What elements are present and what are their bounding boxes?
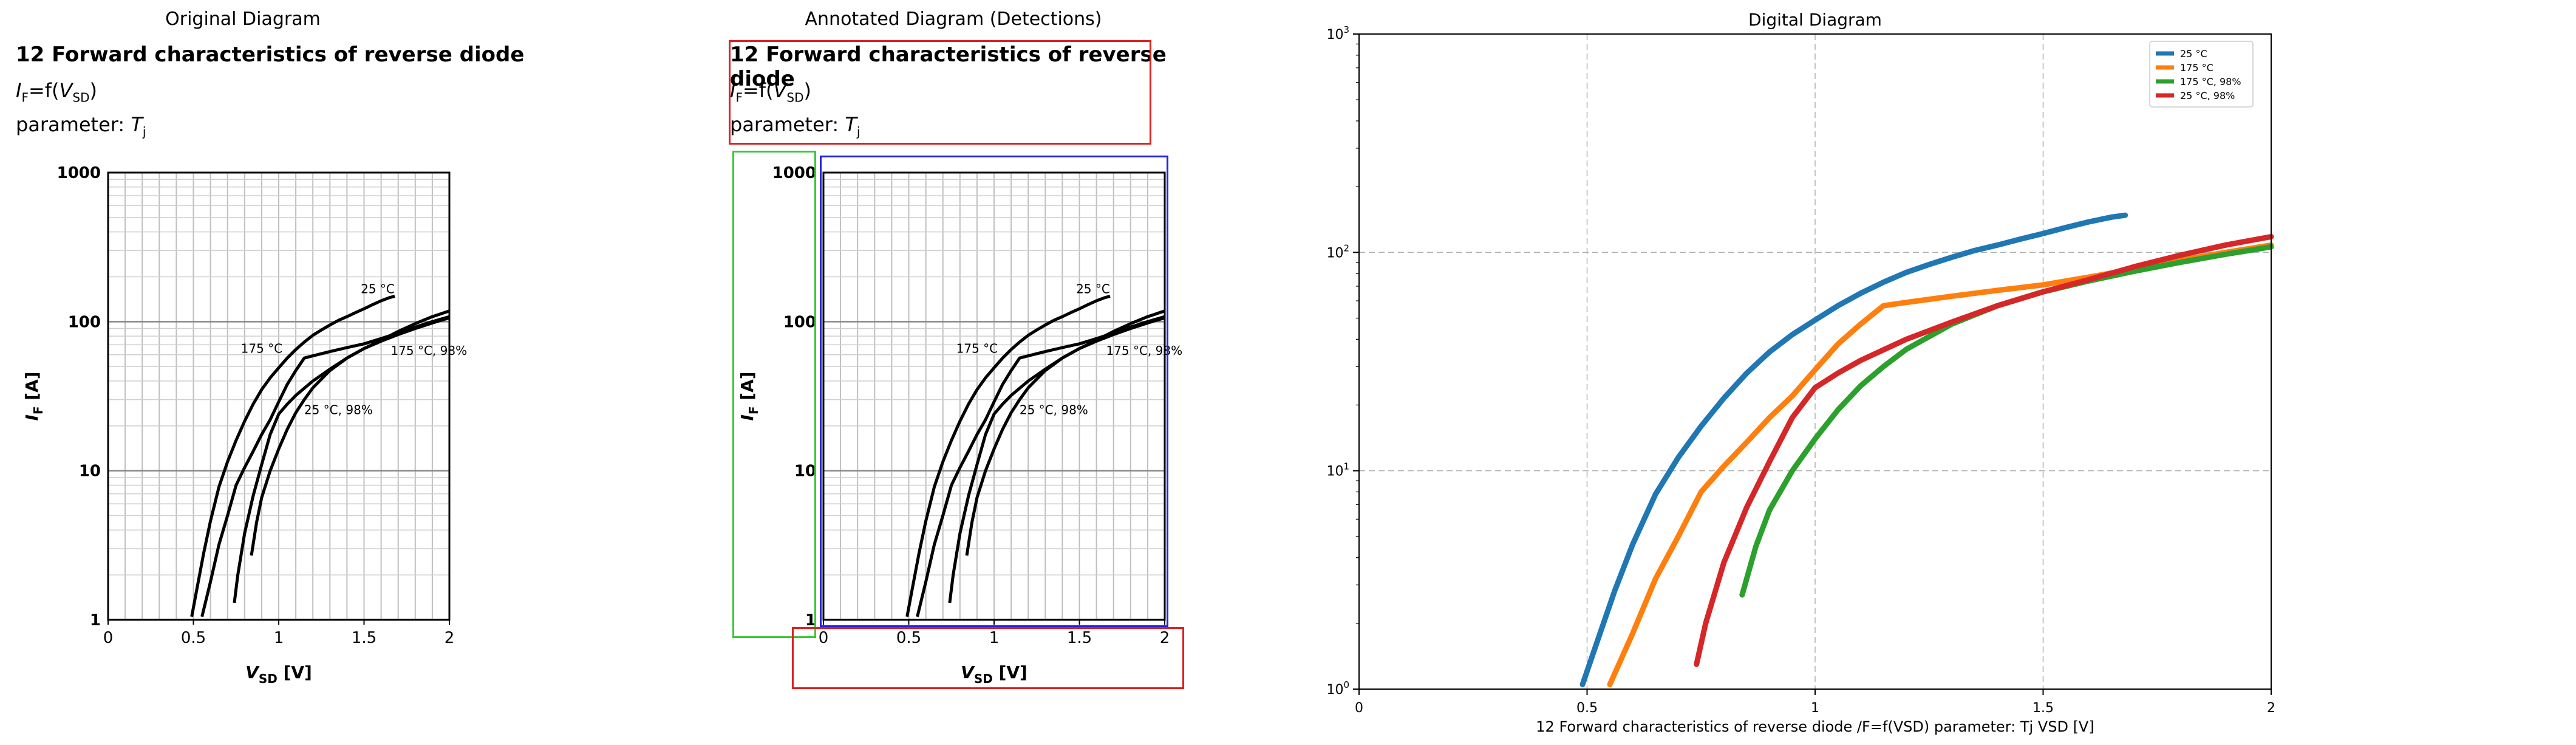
anno-x-tick-label: 2 [1160, 629, 1170, 647]
orig-x-tick-label: 1.5 [352, 629, 377, 647]
x-tick-label: 2 [2267, 701, 2275, 716]
anno-y-tick-label: 1000 [772, 164, 816, 182]
annotated-chart: 0 0.5 1 1.5 2 1 10 100 1000 25 °C 175 °C 175 °C, 98… [737, 164, 1182, 686]
datasheet-parameter: parameter: Tj [16, 113, 146, 139]
anno-y-tick-label: 10 [794, 462, 816, 481]
anno-y-axis-label: IF [A] [737, 371, 761, 421]
panel-annotated: Annotated Diagram (Detections) 12 Forwar… [717, 0, 1215, 745]
anno-x-axis-label: VSD [V] [961, 662, 1027, 686]
formula-v: V [59, 79, 73, 102]
annotated-parameter-label: parameter: [730, 113, 845, 136]
formula-mid: =f( [28, 79, 60, 102]
parameter-var-sub: j [142, 124, 146, 139]
x-tick-label: 0 [1355, 701, 1363, 716]
orig-curve-label: 175 °C, 98% [390, 343, 467, 358]
legend-entry: 25 °C [2180, 48, 2207, 60]
orig-curve-label: 175 °C [241, 341, 283, 355]
orig-y-tick-label: 1000 [57, 164, 101, 182]
datasheet-heading: 12 Forward characteristics of reverse di… [16, 43, 525, 67]
anno-x-tick-label: 0.5 [896, 629, 921, 647]
annotated-formula-v: V [773, 79, 787, 102]
anno-curve-0 [905, 295, 1111, 617]
y-tick-label: 101 [1326, 461, 1349, 479]
anno-x-tick-label: 1.5 [1067, 629, 1092, 647]
series-line-3 [1694, 234, 2274, 667]
legend-entry: 175 °C, 98% [2180, 76, 2241, 88]
y-tick-label: 100 [1326, 679, 1349, 698]
orig-x-tick-label: 1 [274, 629, 284, 647]
orig-curve-label: 25 °C [361, 282, 395, 297]
annotated-parameter-var: T [845, 113, 857, 136]
detection-box-x-axis [792, 627, 1184, 689]
original-chart: 0 0.5 1 1.5 2 1 10 100 1000 25 °C 175 °C 175 °C, 98… [22, 164, 467, 686]
anno-y-tick-label: 100 [783, 313, 816, 331]
orig-x-tick-label: 2 [445, 629, 455, 647]
digital-chart: Digital Diagram 12 Forward characteristi… [1326, 10, 2275, 735]
annotated-formula-i: I [730, 79, 736, 102]
orig-y-axis-label: IF [A] [22, 371, 46, 421]
anno-x-tick-label: 0 [819, 629, 829, 647]
detection-box-y-axis [732, 151, 816, 638]
anno-curve-3 [948, 309, 1165, 603]
parameter-label: parameter: [16, 113, 131, 136]
annotated-parameter: parameter: Tj [730, 113, 860, 139]
formula-i: I [16, 79, 22, 102]
series-line-2 [1739, 244, 2274, 598]
annotated-formula-i-sub: F [735, 90, 743, 105]
orig-curve-0 [190, 295, 395, 617]
panel-digital: Digital Diagram 12 Forward characteristi… [1275, 0, 2576, 745]
orig-y-tick-label: 10 [79, 462, 101, 481]
parameter-var: T [131, 113, 143, 136]
legend-entry: 175 °C [2180, 62, 2213, 74]
x-tick-label: 1.5 [2033, 701, 2054, 716]
series-line-0 [1579, 212, 2128, 687]
anno-curve-label: 175 °C [956, 341, 998, 355]
formula-i-sub: F [21, 90, 29, 105]
anno-curve-label: 25 °C [1076, 282, 1110, 297]
datasheet-formula: IF=f(VSD) [16, 79, 97, 105]
anno-x-tick-label: 1 [989, 629, 1000, 647]
orig-x-axis-label: VSD [V] [245, 662, 312, 686]
x-tick-label: 1 [1811, 701, 1819, 716]
orig-curve-label: 25 °C, 98% [304, 402, 373, 417]
x-tick-label: 0.5 [1576, 701, 1598, 716]
annotated-formula-mid: =f( [742, 79, 774, 102]
orig-y-tick-label: 1 [90, 611, 101, 630]
annotated-parameter-var-sub: j [856, 124, 860, 139]
orig-y-tick-label: 100 [68, 313, 101, 331]
orig-curve-2 [250, 316, 450, 556]
panel-title-annotated: Annotated Diagram (Detections) [805, 9, 1102, 30]
detection-box-title [729, 40, 1151, 145]
panel-title-original: Original Diagram [165, 9, 321, 30]
panel-original: Original Diagram 12 Forward characterist… [0, 0, 686, 745]
chart-title: Digital Diagram [1748, 10, 1882, 30]
orig-x-tick-label: 0 [103, 629, 114, 647]
annotated-formula-end: ) [803, 79, 811, 102]
anno-curve-label: 175 °C, 98% [1106, 343, 1182, 358]
detection-box-plot-area [820, 156, 1168, 627]
annotated-heading: 12 Forward characteristics of reverse di… [730, 43, 1167, 91]
annotated-formula-v-sub: SD [786, 90, 804, 105]
y-tick-label: 102 [1326, 242, 1349, 261]
formula-end: ) [89, 79, 97, 102]
anno-y-tick-label: 1 [805, 611, 816, 630]
orig-curve-3 [233, 309, 450, 603]
orig-x-tick-label: 0.5 [181, 629, 206, 647]
anno-curve-2 [965, 316, 1165, 556]
anno-curve-label: 25 °C, 98% [1020, 402, 1088, 417]
annotated-formula: IF=f(VSD) [730, 79, 811, 105]
chart-xlabel: 12 Forward characteristics of reverse di… [1536, 718, 2094, 735]
formula-v-sub: SD [72, 90, 90, 105]
legend-entry: 25 °C, 98% [2180, 90, 2235, 101]
y-tick-label: 103 [1326, 24, 1349, 43]
legend-box [2149, 41, 2254, 108]
